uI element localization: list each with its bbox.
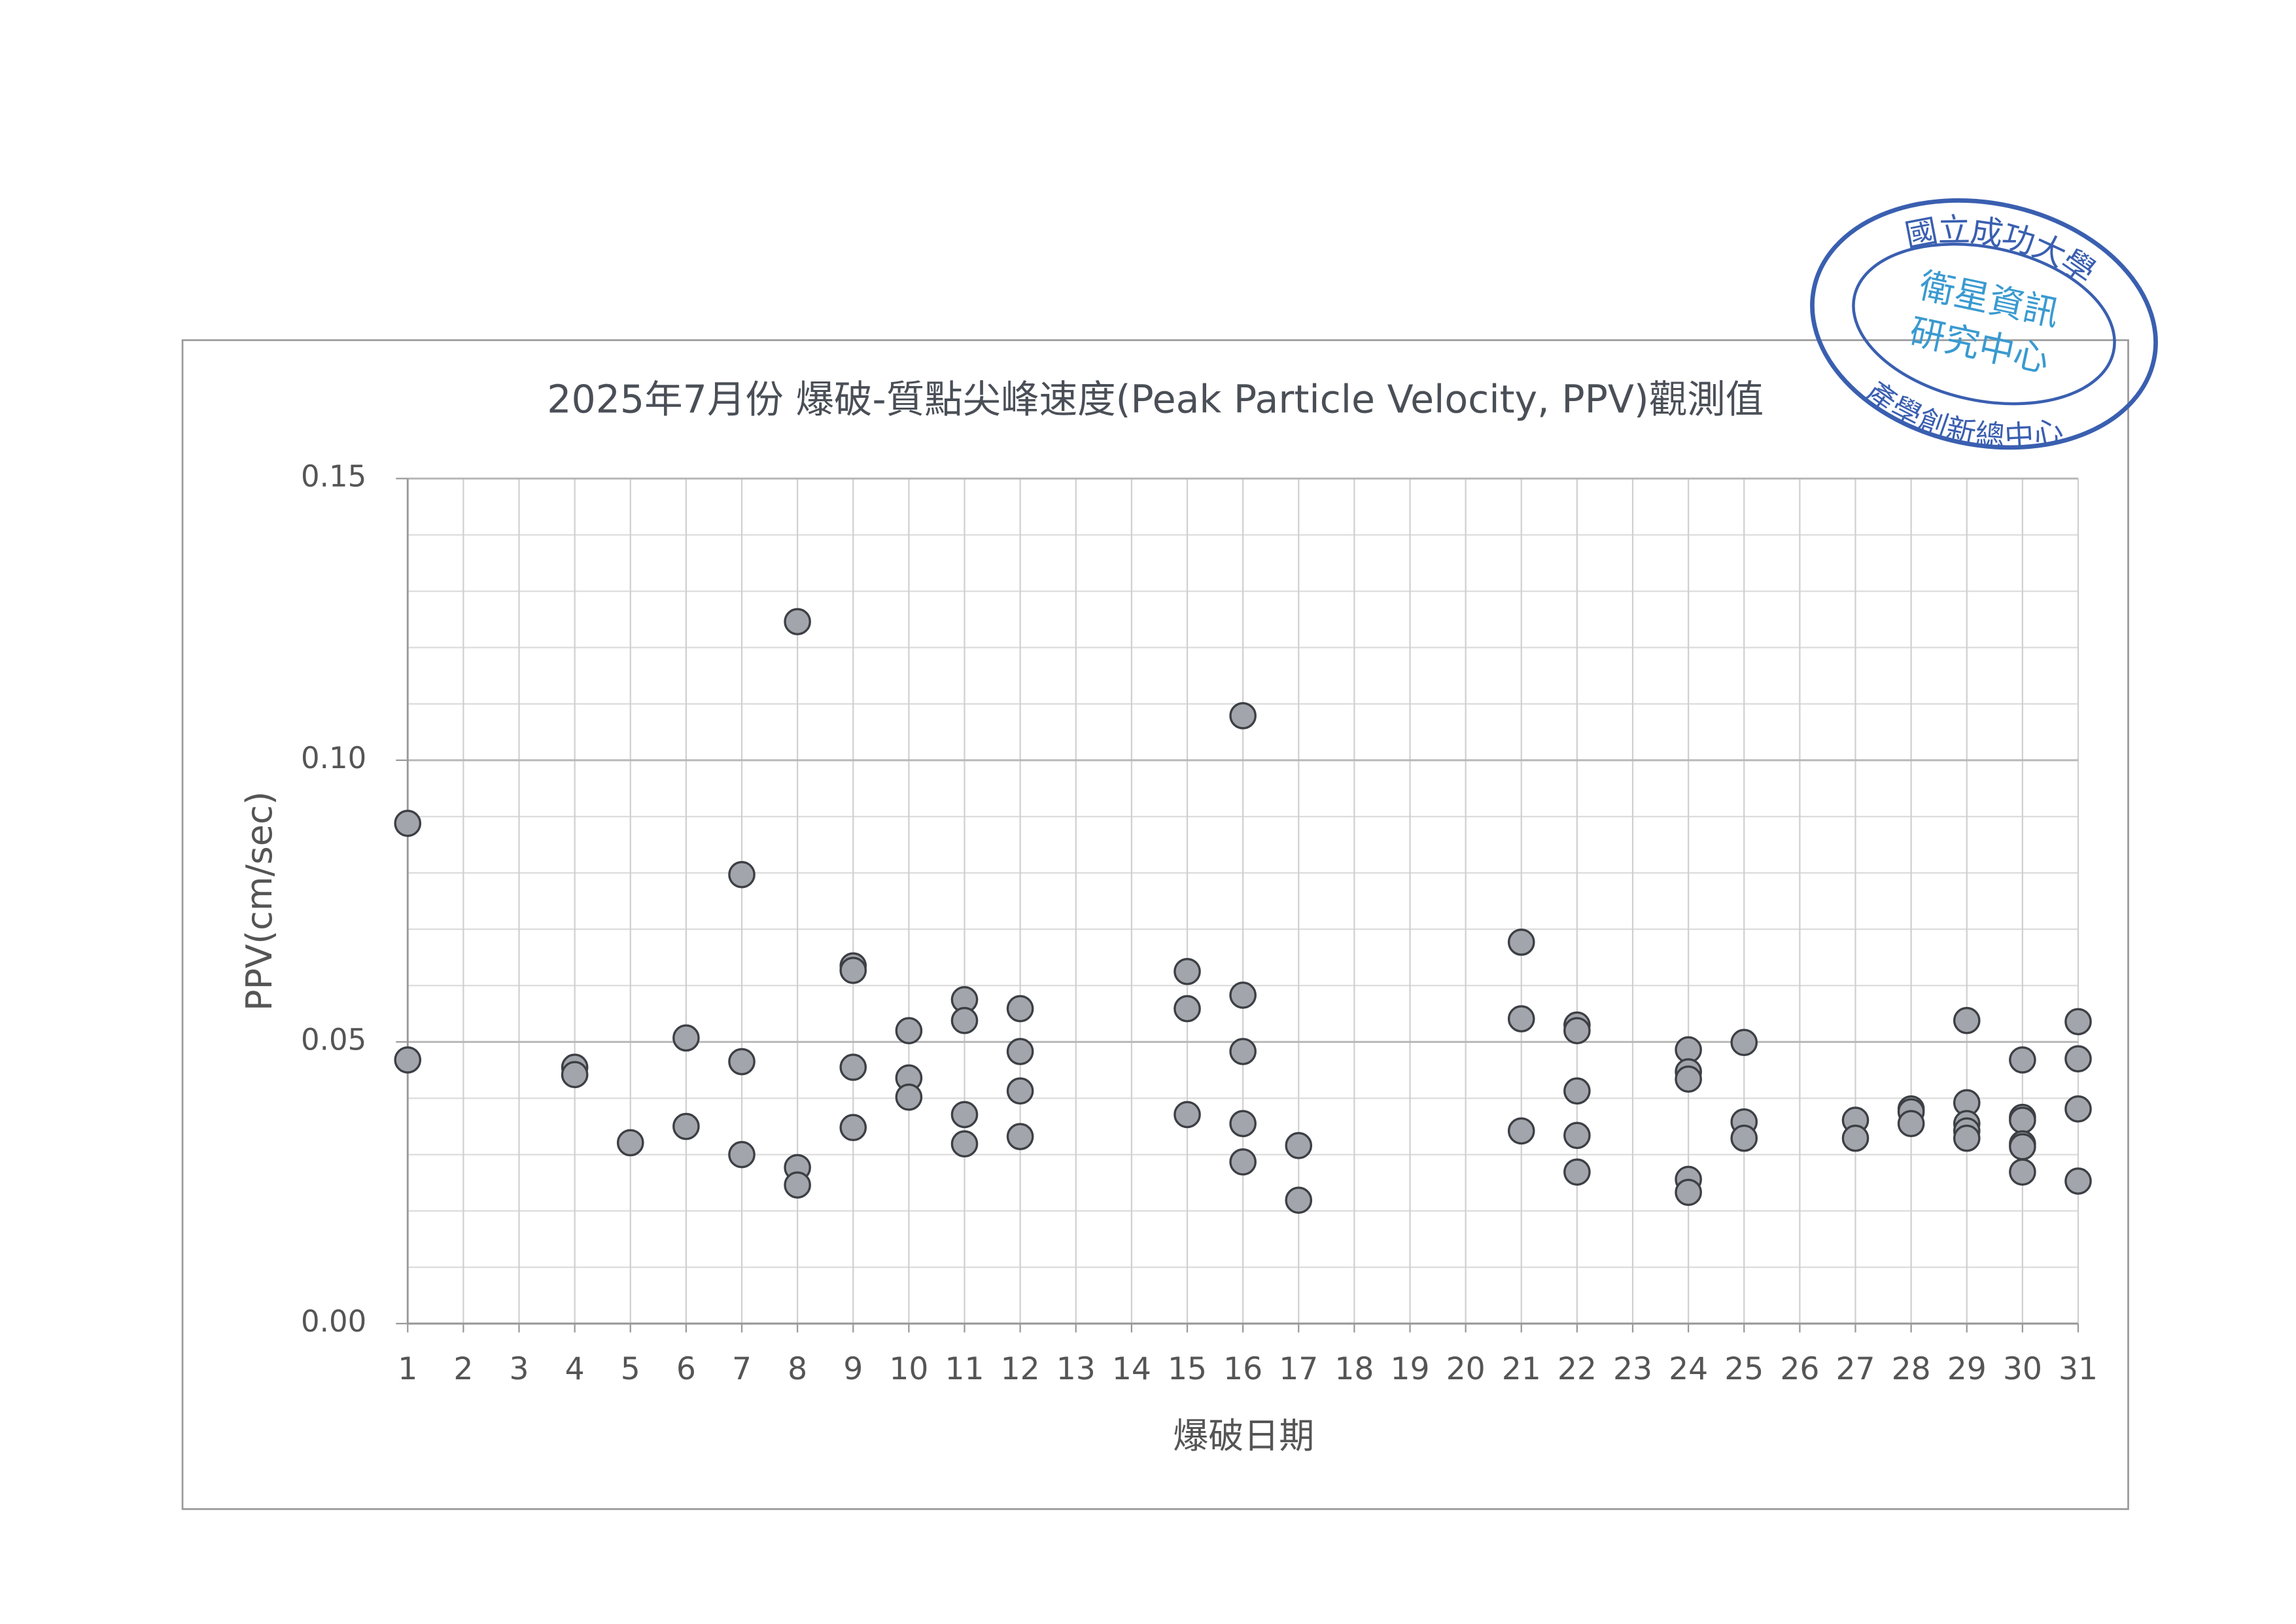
point <box>1897 1110 1925 1138</box>
point <box>1229 1148 1257 1176</box>
point <box>839 1114 867 1142</box>
point <box>839 957 867 984</box>
point <box>1563 1017 1591 1044</box>
point <box>784 608 811 635</box>
point <box>1675 1065 1702 1093</box>
point <box>1174 957 1201 985</box>
x-tick-label: 18 <box>1334 1351 1374 1387</box>
point <box>2009 1046 2036 1074</box>
x-tick-label: 27 <box>1835 1351 1875 1387</box>
point <box>672 1024 700 1052</box>
point <box>1730 1029 1758 1057</box>
x-tick-label: 7 <box>732 1351 752 1387</box>
point <box>1229 981 1257 1009</box>
x-tick-label: 4 <box>565 1351 585 1387</box>
x-tick-label: 24 <box>1669 1351 1708 1387</box>
y-tick-label: 0.10 <box>301 741 366 775</box>
point <box>1563 1077 1591 1105</box>
x-tick-label: 14 <box>1112 1351 1151 1387</box>
point <box>895 1017 923 1044</box>
point <box>950 1006 979 1034</box>
x-tick-label: 21 <box>1502 1351 1541 1387</box>
point <box>394 809 422 838</box>
point <box>839 1053 867 1081</box>
point <box>2064 1045 2092 1073</box>
x-tick-label: 9 <box>843 1351 863 1387</box>
point <box>1006 1038 1034 1065</box>
point <box>1285 1131 1313 1159</box>
point <box>784 1171 811 1199</box>
point <box>1953 1006 1981 1034</box>
chart-title: 2025年7月份 爆破-質點尖峰速度(Peak Particle Velocit… <box>547 377 1764 421</box>
point <box>1507 928 1535 956</box>
x-tick-label: 16 <box>1223 1351 1262 1387</box>
x-tick-label: 31 <box>2059 1351 2098 1387</box>
point <box>2064 1167 2092 1195</box>
point <box>1229 1110 1257 1138</box>
x-tick-label: 12 <box>1001 1351 1040 1387</box>
point <box>561 1061 589 1089</box>
x-tick-label: 11 <box>945 1351 984 1387</box>
point <box>728 860 756 889</box>
point <box>2009 1106 2036 1134</box>
x-tick-label: 29 <box>1947 1351 1987 1387</box>
point <box>1006 1123 1034 1150</box>
stamp-inner-ring <box>1852 242 2116 406</box>
x-tick-label: 10 <box>889 1351 928 1387</box>
x-tick-label: 25 <box>1724 1351 1764 1387</box>
point <box>1563 1158 1591 1186</box>
x-axis-label: 爆破日期 <box>1173 1415 1314 1456</box>
point <box>672 1112 700 1140</box>
point <box>1841 1124 1870 1152</box>
point <box>2064 1095 2092 1123</box>
x-tick-label: 5 <box>621 1351 640 1387</box>
point <box>728 1048 756 1076</box>
x-tick-label: 2 <box>453 1351 473 1387</box>
stamp-outer-ring <box>1810 198 2158 450</box>
x-tick-label: 6 <box>676 1351 696 1387</box>
x-tick-label: 13 <box>1056 1351 1096 1387</box>
point <box>950 1130 979 1158</box>
x-tick-label: 8 <box>788 1351 807 1387</box>
chart-border <box>181 339 2129 1510</box>
point <box>1953 1124 1981 1152</box>
x-tick-label: 1 <box>398 1351 417 1387</box>
point <box>728 1140 756 1169</box>
x-tick-label: 28 <box>1892 1351 1931 1387</box>
point <box>1507 1117 1535 1145</box>
point <box>1174 995 1201 1023</box>
y-tick-label: 0.15 <box>301 459 366 493</box>
x-tick-label: 30 <box>2003 1351 2042 1387</box>
x-tick-label: 20 <box>1446 1351 1486 1387</box>
x-tick-label: 19 <box>1390 1351 1429 1387</box>
point <box>1006 995 1034 1023</box>
point <box>2009 1158 2036 1186</box>
point <box>895 1083 923 1111</box>
x-tick-label: 17 <box>1279 1351 1318 1387</box>
point <box>394 1046 422 1074</box>
point <box>1174 1101 1201 1129</box>
point <box>616 1129 644 1157</box>
point <box>1675 1178 1702 1207</box>
x-tick-label: 15 <box>1168 1351 1207 1387</box>
y-axis-label: PPV(cm/sec) <box>239 791 280 1011</box>
point <box>1006 1077 1034 1105</box>
x-tick-label: 26 <box>1780 1351 1819 1387</box>
x-tick-label: 22 <box>1557 1351 1597 1387</box>
y-tick-label: 0.00 <box>301 1304 366 1339</box>
point <box>1285 1186 1313 1214</box>
x-tick-label: 23 <box>1613 1351 1652 1387</box>
point <box>1507 1005 1535 1033</box>
point <box>950 1101 979 1129</box>
point <box>2064 1008 2092 1036</box>
point <box>2009 1133 2036 1161</box>
x-tick-label: 3 <box>509 1351 529 1387</box>
point <box>1229 1038 1257 1065</box>
y-tick-label: 0.05 <box>301 1022 366 1057</box>
point <box>1730 1124 1758 1152</box>
point <box>1229 702 1257 730</box>
point <box>1563 1121 1591 1150</box>
